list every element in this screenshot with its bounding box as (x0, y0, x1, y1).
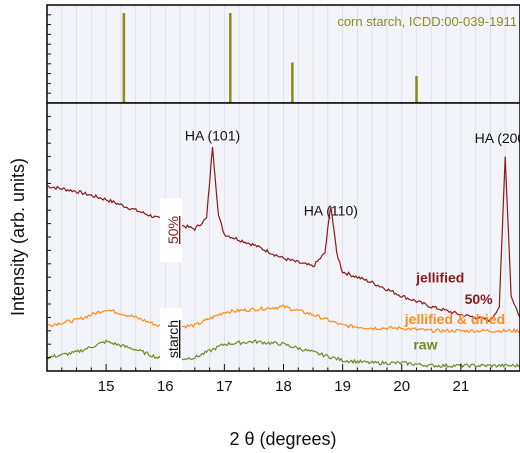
x-tick-label: 16 (157, 378, 174, 395)
reference-panel-grid (61, 5, 506, 103)
x-tick-label: 15 (98, 378, 115, 395)
series-line (46, 339, 520, 369)
x-axis-ticks: 15 16 17 18 19 20 21 (46, 364, 520, 395)
series-label: jellified (415, 270, 464, 286)
fifty-percent-side-label-group: 50% (160, 198, 182, 262)
starch-side-label: starch (165, 320, 181, 358)
peak-annotation: HA (101) (185, 128, 240, 144)
series-extra-label: 50% (465, 291, 494, 307)
peak-annotation: HA (110) (304, 203, 358, 219)
series-line (46, 304, 520, 334)
peak-annotations: HA (101) HA (110) HA (200) (185, 128, 520, 219)
fifty-percent-side-label: 50% (165, 216, 181, 244)
reference-bars (122, 13, 418, 103)
reference-pattern-label: corn starch, ICDD:00-039-1911 (337, 14, 517, 29)
starch-side-label-group: starch (160, 308, 182, 370)
x-tick-label: 17 (216, 378, 233, 395)
x-tick-label: 19 (334, 378, 351, 395)
x-tick-label: 18 (275, 378, 292, 395)
peak-annotation: HA (200) (475, 130, 520, 146)
y-axis-ticks (47, 4, 51, 372)
series-line (47, 146, 520, 323)
series-label: raw (413, 337, 437, 353)
x-axis-title: 2 θ (degrees) (229, 429, 336, 449)
x-tick-label: 21 (453, 378, 470, 395)
y-axis-title: Intensity (arb. units) (8, 158, 28, 316)
x-tick-label: 20 (393, 378, 410, 395)
series-label: jellified & dried (404, 311, 505, 327)
